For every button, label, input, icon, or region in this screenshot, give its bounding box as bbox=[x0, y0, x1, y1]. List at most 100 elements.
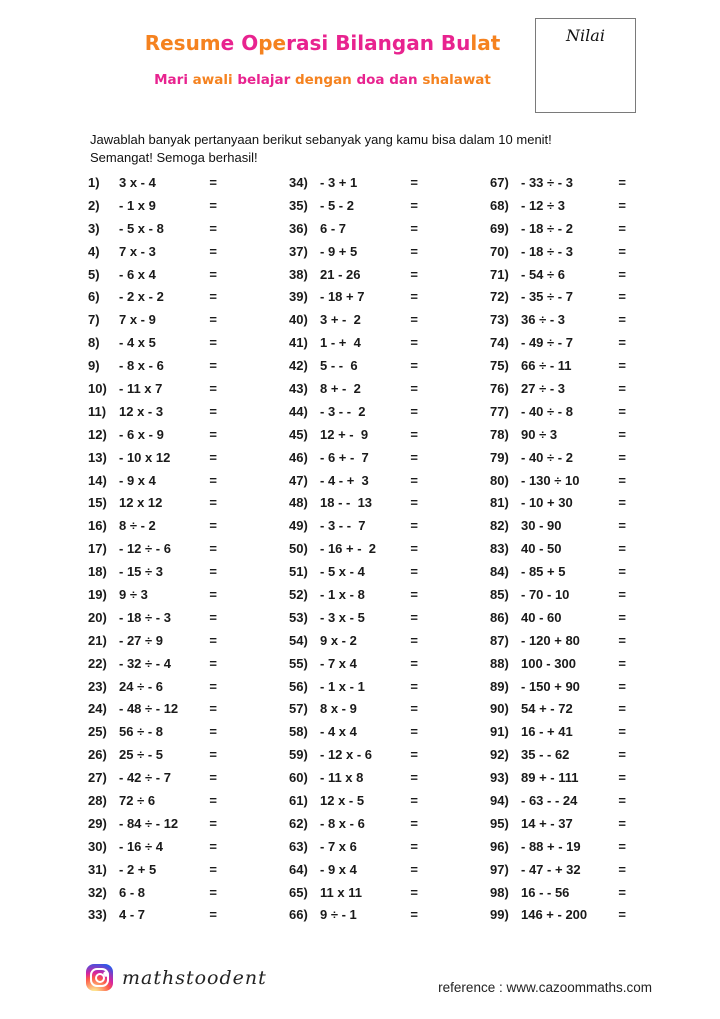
equals-sign: = bbox=[410, 289, 418, 305]
problem-row: 57) 8 x - 9 = bbox=[289, 697, 418, 720]
problem-number: 45) bbox=[289, 426, 308, 442]
text-segment: O bbox=[241, 31, 259, 55]
problem-row: 39) - 18 + 7 = bbox=[289, 285, 418, 308]
problem-row: 5) - 6 x 4 = bbox=[88, 263, 217, 286]
problem-number: 9) bbox=[88, 358, 100, 374]
problem-row: 11) 12 x - 3 = bbox=[88, 400, 217, 423]
equals-sign: = bbox=[618, 770, 626, 786]
problem-row: 17) - 12 ÷ - 6 = bbox=[88, 537, 217, 560]
equals-sign: = bbox=[618, 380, 626, 396]
equals-sign: = bbox=[209, 770, 217, 786]
problem-number: 20) bbox=[88, 609, 107, 625]
problem-row: 77) - 40 ÷ - 8 = bbox=[490, 400, 626, 423]
problem-row: 69) - 18 ÷ - 2 = bbox=[490, 217, 626, 240]
equals-sign: = bbox=[618, 609, 626, 625]
problem-number: 96) bbox=[490, 838, 509, 854]
problem-expression: - 10 + 30 bbox=[521, 495, 573, 511]
equals-sign: = bbox=[209, 609, 217, 625]
problem-expression: 100 - 300 bbox=[521, 655, 576, 671]
problem-expression: - 84 ÷ - 12 bbox=[119, 815, 179, 831]
problem-number: 91) bbox=[490, 724, 509, 740]
text-segment: doa dan bbox=[356, 72, 423, 88]
equals-sign: = bbox=[410, 426, 418, 442]
problem-row: 73) 36 ÷ - 3 = bbox=[490, 308, 626, 331]
equals-sign: = bbox=[209, 541, 217, 557]
problem-expression: - 4 x 4 bbox=[320, 724, 357, 740]
problem-expression: - 2 + 5 bbox=[119, 861, 157, 877]
problem-number: 54) bbox=[289, 632, 308, 648]
equals-sign: = bbox=[410, 701, 418, 717]
equals-sign: = bbox=[618, 564, 626, 580]
problem-expression: - 5 x - 4 bbox=[320, 564, 365, 580]
problem-expression: - 16 ÷ 4 bbox=[119, 838, 163, 854]
problem-row: 21) - 27 ÷ 9 = bbox=[88, 629, 217, 652]
equals-sign: = bbox=[410, 472, 418, 488]
equals-sign: = bbox=[618, 426, 626, 442]
problems-grid: 1) 3 x - 4 = 2) - 1 x 9 = 3) - 5 x - 8 = 4) 7 x - … bbox=[88, 171, 626, 926]
problem-number: 35) bbox=[289, 197, 308, 213]
equals-sign: = bbox=[410, 312, 418, 328]
equals-sign: = bbox=[618, 838, 626, 854]
problem-expression: 1 - + 4 bbox=[320, 335, 361, 351]
problem-expression: - 6 + - 7 bbox=[320, 449, 369, 465]
problem-expression: - 8 x - 6 bbox=[320, 815, 365, 831]
problem-row: 78) 90 ÷ 3 = bbox=[490, 423, 626, 446]
problem-number: 46) bbox=[289, 449, 308, 465]
equals-sign: = bbox=[618, 884, 626, 900]
problem-number: 29) bbox=[88, 815, 107, 831]
equals-sign: = bbox=[209, 518, 217, 534]
problem-row: 53) - 3 x - 5 = bbox=[289, 606, 418, 629]
problem-row: 95) 14 + - 37 = bbox=[490, 812, 626, 835]
text-segment: e bbox=[220, 31, 242, 55]
problem-number: 40) bbox=[289, 312, 308, 328]
problem-number: 15) bbox=[88, 495, 107, 511]
problem-number: 97) bbox=[490, 861, 509, 877]
equals-sign: = bbox=[410, 220, 418, 236]
problem-expression: - 7 x 6 bbox=[320, 838, 357, 854]
problem-row: 47) - 4 - + 3 = bbox=[289, 469, 418, 492]
problem-row: 89) - 150 + 90 = bbox=[490, 675, 626, 698]
equals-sign: = bbox=[410, 403, 418, 419]
problem-number: 56) bbox=[289, 678, 308, 694]
problem-row: 40) 3 + - 2 = bbox=[289, 308, 418, 331]
problem-number: 98) bbox=[490, 884, 509, 900]
problem-expression: 6 - 7 bbox=[320, 220, 347, 236]
equals-sign: = bbox=[618, 861, 626, 877]
equals-sign: = bbox=[209, 312, 217, 328]
equals-sign: = bbox=[209, 747, 217, 763]
problem-row: 32) 6 - 8 = bbox=[88, 881, 217, 904]
equals-sign: = bbox=[618, 449, 626, 465]
problem-expression: - 12 ÷ - 6 bbox=[119, 541, 171, 557]
problem-number: 73) bbox=[490, 312, 509, 328]
problem-number: 25) bbox=[88, 724, 107, 740]
instructions: Jawablah banyak pertanyaan berikut seban… bbox=[90, 131, 590, 166]
problem-row: 41) 1 - + 4 = bbox=[289, 331, 418, 354]
problem-number: 38) bbox=[289, 266, 308, 282]
problem-expression: - 1 x 9 bbox=[119, 197, 156, 213]
problem-expression: - 9 x 4 bbox=[119, 472, 156, 488]
page-title: Resume Operasi Bilangan Bulat bbox=[0, 31, 645, 55]
equals-sign: = bbox=[618, 907, 626, 923]
equals-sign: = bbox=[410, 884, 418, 900]
equals-sign: = bbox=[410, 792, 418, 808]
problem-number: 87) bbox=[490, 632, 509, 648]
problem-row: 30) - 16 ÷ 4 = bbox=[88, 835, 217, 858]
problem-number: 61) bbox=[289, 792, 308, 808]
problem-row: 98) 16 - - 56 = bbox=[490, 881, 626, 904]
problem-expression: 9 ÷ 3 bbox=[119, 586, 148, 602]
problem-row: 68) - 12 ÷ 3 = bbox=[490, 194, 626, 217]
equals-sign: = bbox=[618, 678, 626, 694]
problems-column-1: 1) 3 x - 4 = 2) - 1 x 9 = 3) - 5 x - 8 = 4) 7 x - … bbox=[88, 171, 217, 926]
equals-sign: = bbox=[209, 220, 217, 236]
problem-expression: 72 ÷ 6 bbox=[119, 792, 156, 808]
problem-row: 64) - 9 x 4 = bbox=[289, 858, 418, 881]
equals-sign: = bbox=[618, 655, 626, 671]
problem-expression: - 120 + 80 bbox=[521, 632, 580, 648]
problem-row: 65) 11 x 11 = bbox=[289, 881, 418, 904]
problem-number: 6) bbox=[88, 289, 100, 305]
problem-expression: 146 + - 200 bbox=[521, 907, 588, 923]
problem-row: 66) 9 ÷ - 1 = bbox=[289, 904, 418, 927]
problem-expression: - 7 x 4 bbox=[320, 655, 357, 671]
problem-expression: - 18 + 7 bbox=[320, 289, 365, 305]
problem-number: 80) bbox=[490, 472, 509, 488]
